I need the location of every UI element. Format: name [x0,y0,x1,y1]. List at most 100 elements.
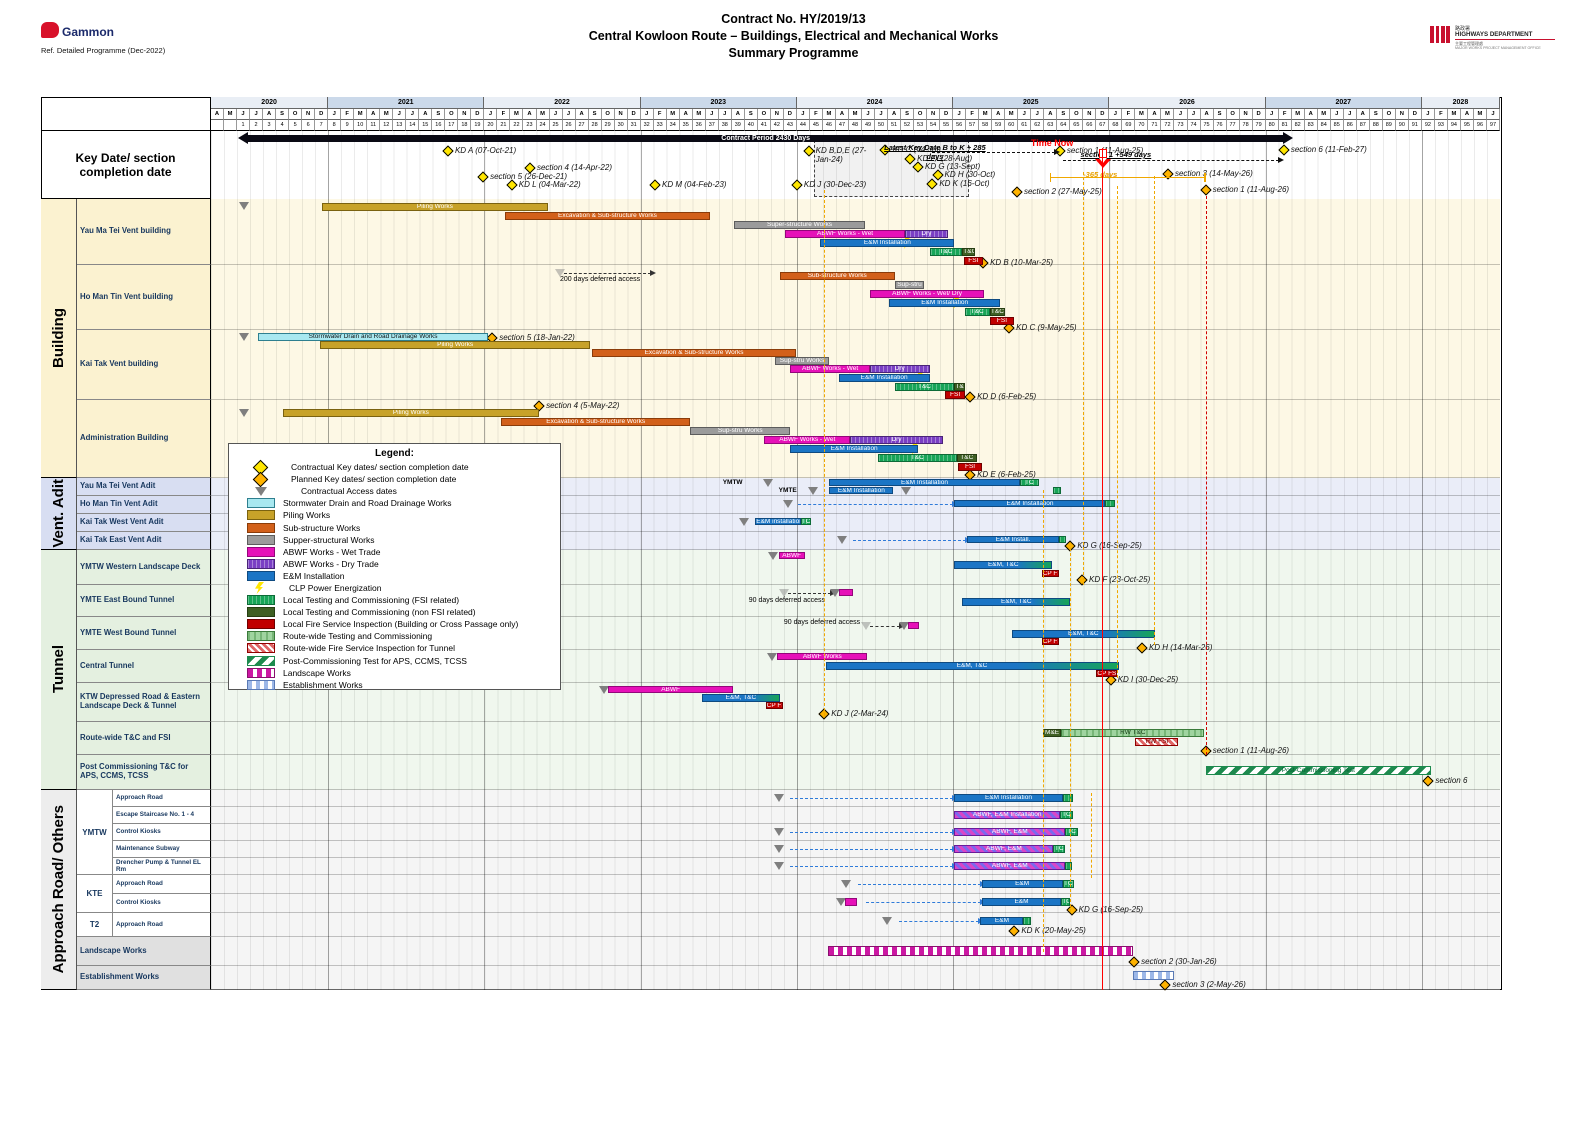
bar-label: Super-structure Works [767,222,832,228]
timeline-year: 2027 [1265,97,1422,109]
row-milestone-label: KD B (10-Mar-25) [990,258,1054,267]
year-gridline [1109,131,1111,990]
timeline-month-number: 33 [653,120,667,131]
measure-tick [1204,173,1207,182]
timeline-year: 2023 [640,97,797,109]
timeline-month: S [432,109,446,120]
row-label: Approach Road [113,913,211,937]
hyd-cn: 路政署 [1455,26,1471,32]
dashed-link-line [869,626,900,627]
key-date-label: section 5 (26-Dec-21) [490,172,568,181]
year-gridline [1421,131,1423,990]
bar-label: TC [1067,829,1076,835]
timeline-month: A [419,109,433,120]
timeline-month: J [705,109,719,120]
timeline-month-number: 51 [888,120,902,131]
year-gridline [1265,131,1267,990]
row-label: Maintenance Subway [113,841,211,858]
row-milestone-label: section 2 (30-Jan-26) [1141,957,1217,966]
gantt-bar-tcn: T&C [957,454,977,462]
timeline-month: A [367,109,381,120]
annotation-text-orange: -365 days [1083,170,1118,179]
timeline-month-number: 71 [1148,120,1162,131]
gantt-bar-tc: T&C [894,383,955,391]
access-date-triangle-icon [901,487,912,495]
gantt-bar-super: Super-structure Works [734,221,865,229]
timeline-month: D [1096,109,1110,120]
bar-pattern [1024,918,1031,924]
row-divider [211,912,1500,913]
deferred-access-label: 90 days deferred access [783,619,861,626]
row-divider [211,857,1500,858]
timeline-year: 2022 [484,97,641,109]
gantt-bar-tcn: T&C [962,248,976,256]
hyd-emblem [1430,26,1450,43]
bar-label: ABWF [782,553,802,558]
row-divider [211,936,1500,937]
gantt-bar-tc: T&C [964,308,990,316]
bar-label: ABWF, E&M Installation [972,812,1042,818]
dashed-link-line [790,832,954,833]
legend-swatch-wet [247,546,275,557]
timeline-month-number: 30 [614,120,628,131]
timeline-month: J [484,109,498,120]
bar-label: FSI [996,318,1008,324]
legend-item-label: Planned Key dates/ section completion da… [291,474,457,485]
bar-label: ABWF, E&M [991,829,1028,835]
timeline-month-number: 26 [562,120,576,131]
row-divider [211,399,1500,400]
legend-item-label: E&M Installation [283,570,345,581]
timeline-month: N [614,109,628,120]
bar-label: ABWF, E&M [986,846,1022,852]
gantt-bar-wet: ABWF Works - Wet [764,436,851,444]
row-divider [211,477,1500,478]
bar-pattern [1066,863,1071,869]
bar-pattern [965,309,989,315]
bar-label: Post-Commissioning Test [1281,767,1355,774]
bar-label: Dry [921,231,932,237]
gantt-bar-em: E&M [980,917,1024,925]
access-date-triangle-icon [841,880,852,888]
bar-pattern [930,249,962,255]
key-date-label: KD B,D,E (27-Jan-24) [815,146,867,164]
bar-label: T&C [960,455,974,461]
gantt-bar-super: Sup-stru [894,281,925,289]
gantt-bar-em: E&M Installation [820,239,955,247]
gantt-bar-post: Post-Commissioning Test [1205,766,1431,775]
row-annotation-text: YMTE [778,487,797,494]
timeline-month-number: 57 [966,120,980,131]
row-divider [211,329,1500,330]
timeline-year: 2025 [953,97,1110,109]
timeline-month-number: 27 [575,120,589,131]
bar-pattern [1060,812,1072,818]
bar-pattern [878,455,957,461]
hyd-sub-cn: 主要工程管理處 [1455,41,1483,46]
subgroup-label-t2: T2 [77,913,113,937]
key-date-label: KD H (30-Oct) [944,170,996,179]
timeline-month-number [211,120,225,131]
timeline-month-number: 46 [822,120,836,131]
bar-pattern [1063,881,1074,887]
timeline-month-number: 90 [1395,120,1409,131]
legend-item-label: ABWF Works - Wet Trade [283,546,381,557]
row-milestone-label: KD H (14-Mar-26) [1148,643,1213,652]
timeline-month-number: 3 [263,120,277,131]
timeline-month-number: 37 [705,120,719,131]
gantt-bar-dry: Dry [869,365,930,373]
timeline-month: O [601,109,615,120]
bar-label: TC [1062,899,1070,905]
row-label: YMTE West Bound Tunnel [77,617,211,650]
legend-item-label: Sub-structure Works [283,522,361,533]
bar-label: FSI [950,392,961,398]
timeline-month-number: 77 [1226,120,1240,131]
dashed-link-line [790,849,954,850]
key-date-label: KD J (30-Dec-23) [803,180,867,189]
access-date-triangle-icon [773,845,784,853]
timeline-month-number: 4 [276,120,290,131]
row-label: Establishment Works [77,966,211,990]
legend-swatch-rwfsi [247,643,275,654]
timeline-month-number: 67 [1096,120,1110,131]
row-milestone-label: KD I (30-Dec-25) [1117,675,1179,684]
timeline-month-number: 62 [1031,120,1045,131]
bar-pattern [1066,829,1078,835]
